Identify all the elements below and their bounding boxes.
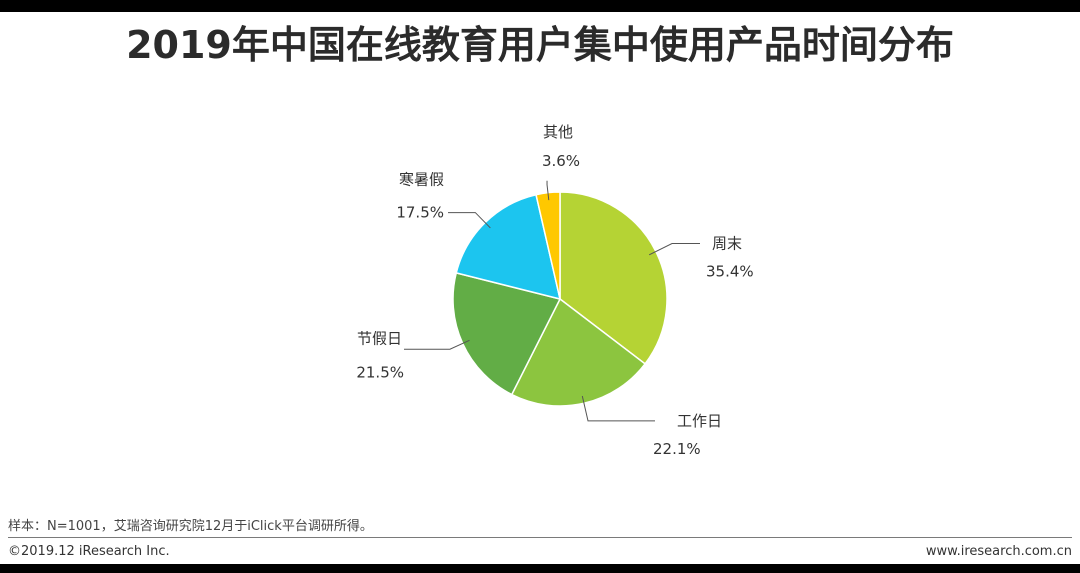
slice-label: 周末 <box>712 235 742 253</box>
slice-value-label: 3.6% <box>542 152 580 170</box>
slice-label: 其他 <box>543 123 573 141</box>
top-band <box>0 0 1080 12</box>
slice-label: 寒暑假 <box>399 171 444 189</box>
slice-value-label: 17.5% <box>396 204 444 222</box>
slice-value-label: 22.1% <box>653 440 701 458</box>
leader-line <box>448 212 491 229</box>
website: www.iresearch.com.cn <box>925 544 1072 559</box>
leader-line <box>546 180 550 201</box>
footer-divider <box>8 537 1072 538</box>
slice-value-label: 21.5% <box>356 363 404 381</box>
slice-value-label: 35.4% <box>706 263 754 281</box>
leader-line <box>404 339 470 350</box>
copyright: ©2019.12 iResearch Inc. <box>8 544 170 559</box>
leader-line <box>648 243 700 256</box>
leader-line <box>581 395 655 422</box>
slice-label: 节假日 <box>357 329 402 347</box>
chart-title: 2019年中国在线教育用户集中使用产品时间分布 <box>126 23 954 67</box>
sample-note: 样本：N=1001，艾瑞咨询研究院12月于iClick平台调研所得。 <box>8 519 373 534</box>
slice-label: 工作日 <box>677 412 722 430</box>
bottom-band <box>0 564 1080 573</box>
